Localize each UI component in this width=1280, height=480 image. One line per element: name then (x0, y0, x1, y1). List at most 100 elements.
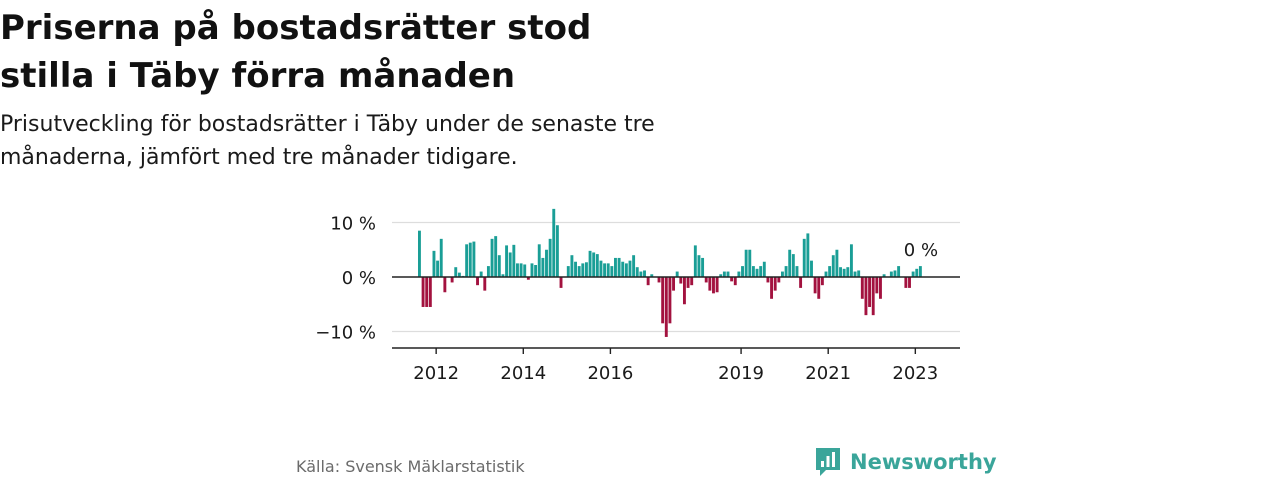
bar (911, 271, 915, 277)
bar (432, 250, 436, 277)
bar (566, 266, 570, 277)
bar (831, 255, 835, 277)
bar (418, 230, 421, 277)
bar (603, 263, 607, 277)
bar (574, 261, 577, 277)
bar (486, 266, 490, 277)
y-tick-label: 0 % (342, 268, 376, 289)
bar-chart: 10 % 0 % −10 % 2012 2014 2016 2019 2021 2023 0 % (315, 208, 960, 385)
bar (904, 277, 908, 288)
bar (853, 271, 857, 277)
bar (552, 208, 556, 277)
bar (617, 257, 621, 277)
bar (777, 277, 781, 283)
bar (428, 277, 432, 307)
bar (864, 277, 868, 316)
bar (762, 261, 766, 277)
bar (559, 277, 563, 288)
bar (454, 267, 458, 277)
bar (799, 277, 803, 288)
bar (479, 271, 483, 277)
bar (483, 277, 487, 291)
bar (639, 271, 643, 277)
bar (534, 265, 538, 277)
bar (806, 233, 810, 277)
bar (726, 271, 730, 277)
bar (741, 266, 744, 277)
bar (817, 277, 821, 299)
bar (632, 255, 636, 277)
bar (570, 255, 574, 277)
x-tick-label: 2023 (892, 363, 938, 384)
bar (682, 277, 686, 305)
bar (839, 267, 842, 277)
bar (824, 271, 828, 277)
bar (788, 249, 792, 277)
bar (828, 266, 832, 277)
bar (701, 257, 705, 277)
bar (545, 249, 548, 277)
bar (468, 242, 472, 277)
bar (704, 277, 708, 283)
bar (476, 277, 479, 286)
bar (820, 277, 824, 286)
bar (889, 271, 893, 277)
brand-name: Newsworthy (850, 450, 997, 474)
bar (465, 244, 469, 277)
bar-series (418, 208, 922, 337)
bar (657, 277, 661, 283)
bar (748, 249, 752, 277)
bar (450, 277, 454, 283)
bar (668, 277, 672, 324)
x-tick-label: 2016 (587, 363, 633, 384)
bar (908, 277, 911, 288)
bar (795, 266, 799, 277)
bar (512, 244, 516, 277)
bar (751, 266, 755, 277)
bar (791, 254, 795, 277)
last-value-label: 0 % (904, 240, 938, 261)
bar (882, 274, 886, 277)
bar (784, 266, 788, 277)
bar (879, 277, 882, 299)
bar (421, 277, 425, 307)
page-title: Priserna på bostadsrätter stod stilla i … (0, 8, 592, 96)
bar (857, 270, 861, 277)
bar (497, 255, 501, 277)
x-tick-label: 2012 (413, 363, 459, 384)
bar (628, 260, 632, 277)
page-subtitle: Prisutveckling för bostadsrätter i Täby … (0, 112, 655, 170)
y-tick-label: −10 % (315, 323, 376, 344)
bar (708, 277, 712, 291)
bar (588, 250, 592, 277)
bar (712, 277, 715, 294)
bar (614, 257, 617, 277)
x-tick-label: 2019 (718, 363, 764, 384)
bar (643, 270, 646, 277)
bar (595, 254, 599, 277)
bar (675, 271, 679, 277)
bar (897, 266, 901, 277)
grid-lines (392, 221, 960, 333)
bar (672, 277, 675, 291)
bar (781, 271, 784, 277)
bar (893, 270, 897, 277)
bar (650, 274, 654, 277)
bar (664, 277, 668, 337)
bar (555, 225, 559, 277)
bar (548, 238, 552, 277)
bar (868, 277, 872, 307)
bar (918, 266, 922, 277)
bar (755, 268, 759, 277)
tick-labels: 10 % 0 % −10 % 2012 2014 2016 2019 2021 2023 0 % (315, 214, 938, 385)
bar (505, 245, 509, 277)
bar (443, 277, 447, 293)
bar (606, 263, 610, 277)
bar (802, 238, 806, 277)
x-tick-label: 2021 (805, 363, 851, 384)
bar (523, 264, 527, 277)
bar (770, 277, 774, 299)
bar (813, 277, 817, 294)
bar (646, 277, 650, 286)
bar (541, 257, 545, 277)
